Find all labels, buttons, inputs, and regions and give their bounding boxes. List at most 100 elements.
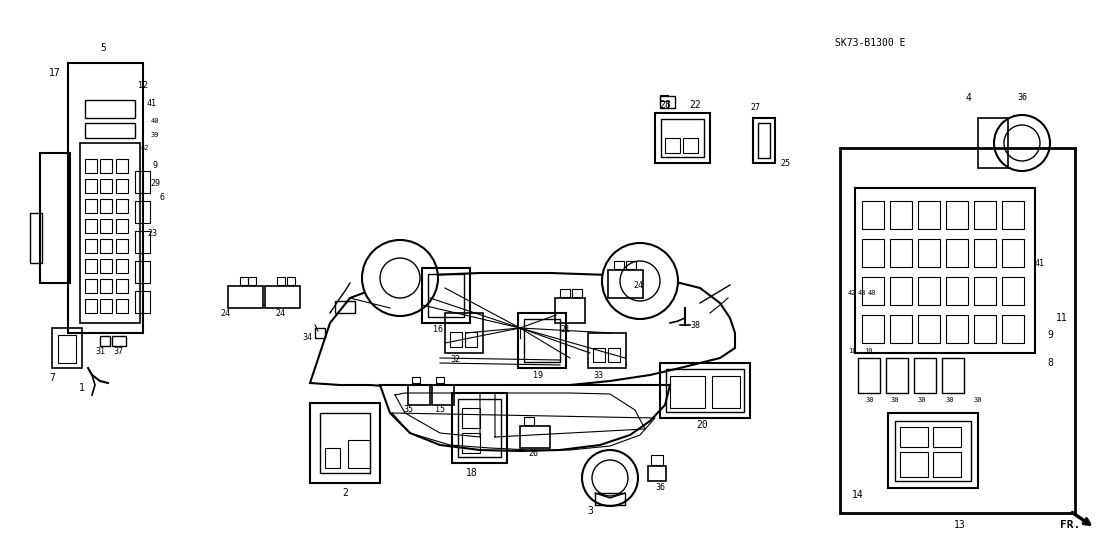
- Bar: [68, 63, 143, 333]
- Bar: [320, 413, 370, 473]
- Text: 9: 9: [1047, 330, 1053, 340]
- Bar: [40, 153, 70, 283]
- Text: 11: 11: [1056, 313, 1068, 323]
- Text: 30: 30: [865, 397, 874, 403]
- Bar: [974, 277, 996, 305]
- Bar: [135, 171, 150, 193]
- Bar: [412, 377, 420, 383]
- Bar: [85, 159, 98, 173]
- Circle shape: [592, 460, 628, 496]
- Bar: [608, 348, 620, 362]
- Text: 7: 7: [49, 373, 55, 383]
- Bar: [608, 270, 643, 298]
- Text: 42: 42: [141, 145, 150, 151]
- Text: 6: 6: [160, 194, 164, 202]
- Bar: [450, 332, 462, 347]
- Bar: [855, 188, 1035, 353]
- Bar: [100, 279, 112, 293]
- Text: 39: 39: [151, 132, 160, 138]
- Bar: [116, 199, 129, 213]
- Bar: [900, 452, 929, 477]
- Circle shape: [582, 450, 638, 506]
- Text: 22: 22: [689, 100, 701, 110]
- Bar: [1002, 277, 1024, 305]
- Text: 23: 23: [147, 228, 157, 237]
- Circle shape: [620, 261, 660, 301]
- Text: 28: 28: [659, 100, 670, 110]
- Bar: [310, 403, 380, 483]
- Bar: [595, 493, 625, 505]
- Bar: [116, 259, 129, 273]
- Bar: [919, 239, 940, 267]
- Text: 41: 41: [1035, 258, 1045, 268]
- Bar: [335, 301, 355, 313]
- Text: 10: 10: [848, 348, 856, 354]
- Text: 18: 18: [466, 468, 478, 478]
- Text: 34: 34: [302, 333, 312, 342]
- Bar: [112, 336, 126, 346]
- Bar: [652, 455, 663, 465]
- Text: 12: 12: [138, 81, 148, 90]
- Text: 14: 14: [852, 490, 864, 500]
- Bar: [942, 358, 964, 393]
- Bar: [458, 399, 501, 457]
- Polygon shape: [380, 385, 670, 451]
- Bar: [660, 363, 750, 418]
- Bar: [946, 201, 968, 229]
- Bar: [712, 376, 740, 408]
- Text: 30: 30: [917, 397, 926, 403]
- Bar: [670, 376, 705, 408]
- Bar: [886, 358, 907, 393]
- Bar: [888, 413, 978, 488]
- Text: 40: 40: [868, 290, 876, 296]
- Bar: [946, 239, 968, 267]
- Bar: [890, 315, 912, 343]
- Bar: [895, 421, 971, 481]
- Bar: [683, 138, 698, 153]
- Bar: [240, 277, 248, 285]
- Bar: [560, 289, 570, 297]
- Text: 32: 32: [450, 356, 460, 364]
- Bar: [974, 239, 996, 267]
- Bar: [919, 201, 940, 229]
- Bar: [890, 201, 912, 229]
- Bar: [135, 201, 150, 223]
- Text: 30: 30: [974, 397, 983, 403]
- Bar: [85, 179, 98, 193]
- Bar: [862, 239, 884, 267]
- Bar: [100, 199, 112, 213]
- Bar: [428, 274, 464, 317]
- Text: 21: 21: [560, 325, 570, 333]
- Bar: [437, 377, 444, 383]
- Text: 36: 36: [1017, 93, 1027, 102]
- Bar: [228, 286, 263, 308]
- Bar: [462, 408, 480, 428]
- Bar: [287, 277, 295, 285]
- Bar: [648, 466, 666, 481]
- Bar: [572, 289, 582, 297]
- Bar: [655, 113, 710, 163]
- Bar: [840, 148, 1075, 513]
- Text: 9: 9: [153, 160, 157, 170]
- Bar: [465, 332, 478, 347]
- Bar: [933, 452, 961, 477]
- Bar: [85, 123, 135, 138]
- Text: 2: 2: [342, 488, 348, 498]
- Bar: [555, 298, 585, 323]
- Text: 25: 25: [780, 159, 790, 168]
- Bar: [974, 315, 996, 343]
- Circle shape: [994, 115, 1050, 171]
- Text: SK73-B1300 E: SK73-B1300 E: [834, 38, 905, 48]
- Circle shape: [380, 258, 420, 298]
- Text: 8: 8: [1047, 358, 1053, 368]
- Bar: [660, 96, 675, 108]
- Bar: [85, 100, 135, 118]
- Text: 40: 40: [151, 118, 160, 124]
- Bar: [1002, 239, 1024, 267]
- Text: 30: 30: [891, 397, 900, 403]
- Bar: [445, 313, 483, 353]
- Bar: [422, 268, 470, 323]
- Bar: [408, 385, 430, 405]
- Bar: [100, 259, 112, 273]
- Text: 38: 38: [690, 321, 700, 330]
